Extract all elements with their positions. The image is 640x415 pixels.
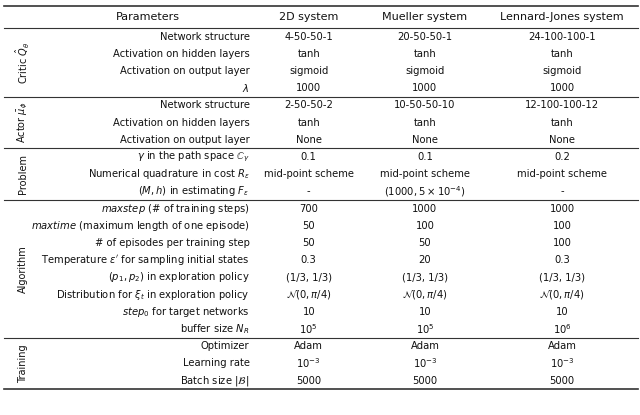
Text: tanh: tanh bbox=[550, 49, 573, 59]
Text: 100: 100 bbox=[552, 238, 572, 248]
Text: 5000: 5000 bbox=[412, 376, 438, 386]
Text: 50: 50 bbox=[302, 221, 315, 231]
Text: $10^{-3}$: $10^{-3}$ bbox=[413, 356, 437, 370]
Text: sigmoid: sigmoid bbox=[289, 66, 328, 76]
Text: 700: 700 bbox=[300, 204, 318, 214]
Text: Lennard-Jones system: Lennard-Jones system bbox=[500, 12, 624, 22]
Text: 4-50-50-1: 4-50-50-1 bbox=[284, 32, 333, 42]
Text: 20-50-50-1: 20-50-50-1 bbox=[397, 32, 452, 42]
Text: Activation on hidden layers: Activation on hidden layers bbox=[113, 117, 250, 127]
Text: mid-point scheme: mid-point scheme bbox=[380, 169, 470, 179]
Text: Learning rate: Learning rate bbox=[182, 359, 250, 369]
Text: None: None bbox=[412, 135, 438, 145]
Text: Network structure: Network structure bbox=[159, 100, 250, 110]
Text: 0.2: 0.2 bbox=[554, 152, 570, 162]
Text: mid-point scheme: mid-point scheme bbox=[517, 169, 607, 179]
Text: # of episodes per training step: # of episodes per training step bbox=[95, 238, 250, 248]
Text: 50: 50 bbox=[302, 238, 315, 248]
Text: $(1000, 5 \times 10^{-4})$: $(1000, 5 \times 10^{-4})$ bbox=[384, 184, 466, 199]
Text: $\lambda$: $\lambda$ bbox=[243, 82, 250, 94]
Text: tanh: tanh bbox=[298, 117, 320, 127]
Text: Activation on output layer: Activation on output layer bbox=[120, 66, 250, 76]
Text: Adam: Adam bbox=[294, 341, 323, 351]
Text: Numerical quadrature in cost $R_{\epsilon}$: Numerical quadrature in cost $R_{\epsilo… bbox=[88, 167, 250, 181]
Text: Adam: Adam bbox=[410, 341, 440, 351]
Text: 0.1: 0.1 bbox=[301, 152, 317, 162]
Text: $\mathcal{N}(0, \pi/4)$: $\mathcal{N}(0, \pi/4)$ bbox=[539, 288, 585, 301]
Text: 1000: 1000 bbox=[296, 83, 321, 93]
Text: Activation on hidden layers: Activation on hidden layers bbox=[113, 49, 250, 59]
Text: 10: 10 bbox=[302, 307, 315, 317]
Text: mid-point scheme: mid-point scheme bbox=[264, 169, 354, 179]
Text: -: - bbox=[307, 186, 310, 196]
Text: sigmoid: sigmoid bbox=[542, 66, 582, 76]
Text: $\mathcal{N}(0, \pi/4)$: $\mathcal{N}(0, \pi/4)$ bbox=[286, 288, 332, 301]
Text: $(p_1, p_2)$ in exploration policy: $(p_1, p_2)$ in exploration policy bbox=[108, 271, 250, 284]
Text: tanh: tanh bbox=[413, 117, 436, 127]
Text: tanh: tanh bbox=[550, 117, 573, 127]
Text: Problem: Problem bbox=[18, 154, 28, 194]
Text: $\gamma$ in the path space $\mathbb{C}_{\gamma}$: $\gamma$ in the path space $\mathbb{C}_{… bbox=[137, 150, 250, 164]
Text: Mueller system: Mueller system bbox=[382, 12, 467, 22]
Text: tanh: tanh bbox=[298, 49, 320, 59]
Text: 2-50-50-2: 2-50-50-2 bbox=[284, 100, 333, 110]
Text: (1/3, 1/3): (1/3, 1/3) bbox=[402, 272, 448, 282]
Text: Optimizer: Optimizer bbox=[201, 341, 250, 351]
Text: 1000: 1000 bbox=[412, 204, 438, 214]
Text: 10: 10 bbox=[556, 307, 568, 317]
Text: 50: 50 bbox=[419, 238, 431, 248]
Text: $\mathcal{N}(0, \pi/4)$: $\mathcal{N}(0, \pi/4)$ bbox=[402, 288, 448, 301]
Text: tanh: tanh bbox=[413, 49, 436, 59]
Text: Critic $\hat{Q}_{\theta}$: Critic $\hat{Q}_{\theta}$ bbox=[14, 41, 32, 83]
Text: $10^{-3}$: $10^{-3}$ bbox=[550, 356, 574, 370]
Text: None: None bbox=[549, 135, 575, 145]
Text: $10^{-3}$: $10^{-3}$ bbox=[296, 356, 321, 370]
Text: Adam: Adam bbox=[548, 341, 577, 351]
Text: Network structure: Network structure bbox=[159, 32, 250, 42]
Text: $maxstep$ (# of training steps): $maxstep$ (# of training steps) bbox=[101, 202, 250, 216]
Text: 0.3: 0.3 bbox=[301, 255, 317, 265]
Text: $10^5$: $10^5$ bbox=[415, 322, 435, 336]
Text: 100: 100 bbox=[415, 221, 435, 231]
Text: Temperature $\epsilon'$ for sampling initial states: Temperature $\epsilon'$ for sampling ini… bbox=[41, 253, 250, 267]
Text: sigmoid: sigmoid bbox=[405, 66, 445, 76]
Text: Actor $\bar{\mu}_{\phi}$: Actor $\bar{\mu}_{\phi}$ bbox=[16, 102, 30, 143]
Text: 1000: 1000 bbox=[550, 83, 575, 93]
Text: 0.3: 0.3 bbox=[554, 255, 570, 265]
Text: (1/3, 1/3): (1/3, 1/3) bbox=[285, 272, 332, 282]
Text: Parameters: Parameters bbox=[116, 12, 180, 22]
Text: $step_0$ for target networks: $step_0$ for target networks bbox=[122, 305, 250, 319]
Text: (1/3, 1/3): (1/3, 1/3) bbox=[539, 272, 585, 282]
Text: 10-50-50-10: 10-50-50-10 bbox=[394, 100, 456, 110]
Text: $10^6$: $10^6$ bbox=[552, 322, 572, 336]
Text: $(M, h)$ in estimating $F_{\epsilon}$: $(M, h)$ in estimating $F_{\epsilon}$ bbox=[138, 184, 250, 198]
Text: 24-100-100-1: 24-100-100-1 bbox=[528, 32, 596, 42]
Text: 1000: 1000 bbox=[412, 83, 438, 93]
Text: 100: 100 bbox=[552, 221, 572, 231]
Text: 12-100-100-12: 12-100-100-12 bbox=[525, 100, 599, 110]
Text: Batch size $|\mathcal{B}|$: Batch size $|\mathcal{B}|$ bbox=[180, 374, 250, 388]
Text: $10^5$: $10^5$ bbox=[300, 322, 318, 336]
Text: Activation on output layer: Activation on output layer bbox=[120, 135, 250, 145]
Text: -: - bbox=[560, 186, 564, 196]
Text: 2D system: 2D system bbox=[279, 12, 339, 22]
Text: None: None bbox=[296, 135, 322, 145]
Text: buffer size $N_R$: buffer size $N_R$ bbox=[180, 322, 250, 336]
Text: 1000: 1000 bbox=[550, 204, 575, 214]
Text: Training: Training bbox=[18, 344, 28, 383]
Text: 0.1: 0.1 bbox=[417, 152, 433, 162]
Text: 20: 20 bbox=[419, 255, 431, 265]
Text: 5000: 5000 bbox=[550, 376, 575, 386]
Text: Algorithm: Algorithm bbox=[18, 245, 28, 293]
Text: $maxtime$ (maximum length of one episode): $maxtime$ (maximum length of one episode… bbox=[31, 219, 250, 233]
Text: 10: 10 bbox=[419, 307, 431, 317]
Text: Distribution for $\xi_t$ in exploration policy: Distribution for $\xi_t$ in exploration … bbox=[56, 288, 250, 302]
Text: 5000: 5000 bbox=[296, 376, 321, 386]
